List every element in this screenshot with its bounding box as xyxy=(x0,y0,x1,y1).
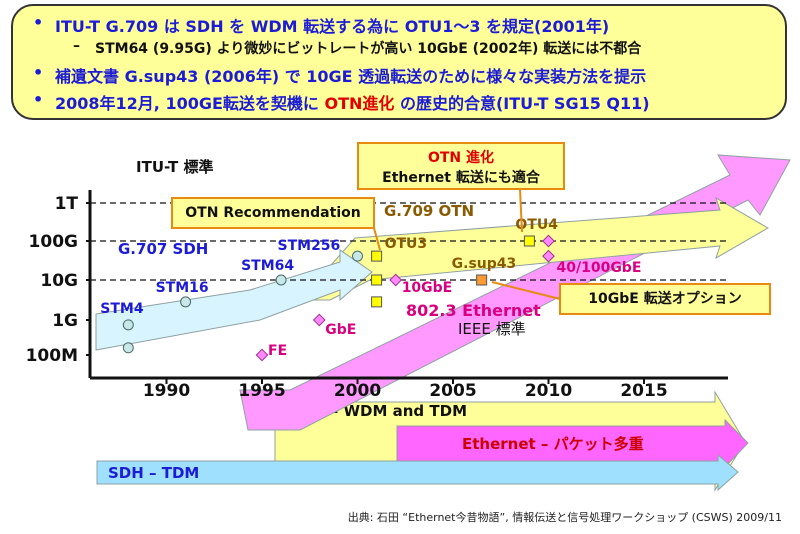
sdh-point-3-label: STM64 xyxy=(241,258,294,274)
callout-10gbe-option-pointer xyxy=(491,281,561,300)
summary-box: • ITU-T G.709 は SDH を WDM 転送する為に OTU1～3 を… xyxy=(11,4,787,120)
ethernet-point-4 xyxy=(542,234,555,248)
lane-label-ieee: IEEE 標準 xyxy=(458,320,526,338)
callout-otn-recommendation-pointer xyxy=(373,227,381,251)
sdh-point-2 xyxy=(180,296,192,308)
otn-point-3-label: G.sup43 xyxy=(452,256,517,272)
callout-otn-evolution-line-1: Ethernet 転送にも適合 xyxy=(382,169,541,186)
y-tick-label-2: 10G xyxy=(40,271,78,291)
bullet-2-text: STM64 (9.95G) より微妙にビットレートが高い 10GbE (2002… xyxy=(95,41,642,57)
sdh-arrow xyxy=(95,249,373,351)
bullet-3-text: 補遺文書 G.sup43 (2006年) で 10GE 透過転送のために様々な実… xyxy=(55,67,647,86)
sdh-point-4 xyxy=(352,250,363,262)
ethernet-point-2-label: 10GbE xyxy=(402,280,453,296)
sdh-point-4-label: STM256 xyxy=(278,238,341,254)
x-tick-label-4: 2010 xyxy=(525,381,572,401)
sdh-point-0 xyxy=(122,342,134,354)
arrow-label-ethernet: 802.3 Ethernet xyxy=(406,301,541,320)
ethernet-point-2 xyxy=(389,273,403,287)
timeline-bar-ethernet-label: Ethernet – パケット多重 xyxy=(462,435,644,453)
x-tick-label-3: 2005 xyxy=(429,381,476,401)
arrow-label-sdh: G.707 SDH xyxy=(118,240,208,258)
sdh-point-2-label: STM16 xyxy=(156,280,209,296)
arrow-label-otn: G.709 OTN xyxy=(384,202,474,220)
bullet-4: • 2008年12月, 100GE転送を契機に OTN進化 の歴史的合意(ITU-… xyxy=(33,90,650,113)
bullet-1-text: ITU-T G.709 は SDH を WDM 転送する為に OTU1～3 を規… xyxy=(55,17,610,36)
ethernet-point-3-label: 40/100GbE xyxy=(557,260,642,276)
callout-otn-evolution xyxy=(357,142,565,190)
bullet-1: • ITU-T G.709 は SDH を WDM 転送する為に OTU1～3 を… xyxy=(33,13,610,36)
sdh-point-1 xyxy=(122,319,134,331)
y-tick-label-0: 1T xyxy=(55,194,79,214)
otn-point-4-label: OTU4 xyxy=(515,217,558,233)
bullet-2: – STM64 (9.95G) より微妙にビットレートが高い 10GbE (200… xyxy=(73,38,642,57)
y-tick-label-3: 1G xyxy=(52,311,78,331)
y-tick-label-4: 100M xyxy=(26,346,78,366)
x-tick-label-2: 2000 xyxy=(334,381,381,401)
ethernet-point-1 xyxy=(312,313,326,327)
otn-point-4 xyxy=(523,235,535,247)
y-tick-label-1: 100G xyxy=(29,232,78,252)
callout-otn-recommendation-line-0: OTN Recommendation xyxy=(185,205,360,221)
timeline-bar-sdh-label: SDH – TDM xyxy=(108,464,199,482)
callout-otn-evolution-line-0: OTN 進化 xyxy=(428,149,494,166)
source-citation: 出典: 石田 “Ethernet今昔物語”, 情報伝送と信号処理ワークショップ … xyxy=(347,511,782,524)
otn-point-2 xyxy=(371,296,383,308)
lane-label-itu-t: ITU-T 標準 xyxy=(136,158,213,176)
otn-point-0 xyxy=(371,250,383,262)
ethernet-point-0 xyxy=(255,348,269,362)
callout-otn-evolution-pointer xyxy=(519,188,523,233)
x-tick-label-5: 2015 xyxy=(620,381,667,401)
ethernet-point-0-label: FE xyxy=(268,343,287,359)
bullet-3: • 補遺文書 G.sup43 (2006年) で 10GE 透過転送のために様々な… xyxy=(33,63,647,86)
otn-evolution-highlight: OTN進化 xyxy=(324,94,395,113)
otn-point-0-label: OTU3 xyxy=(385,236,428,252)
ethernet-point-1-label: GbE xyxy=(325,322,356,338)
sdh-point-1-label: STM4 xyxy=(100,301,144,317)
callout-10gbe-option xyxy=(559,283,771,315)
x-tick-label-1: 1995 xyxy=(238,381,285,401)
ethernet-point-3 xyxy=(542,249,555,263)
callout-otn-recommendation xyxy=(171,197,375,229)
otn-point-3 xyxy=(476,274,488,286)
timeline-bar-sdh xyxy=(96,453,739,492)
otn-point-1 xyxy=(371,274,383,286)
sdh-point-3 xyxy=(275,274,287,286)
x-tick-label-0: 1990 xyxy=(143,381,190,401)
callout-10gbe-option-line-0: 10GbE 転送オプション xyxy=(588,290,741,307)
